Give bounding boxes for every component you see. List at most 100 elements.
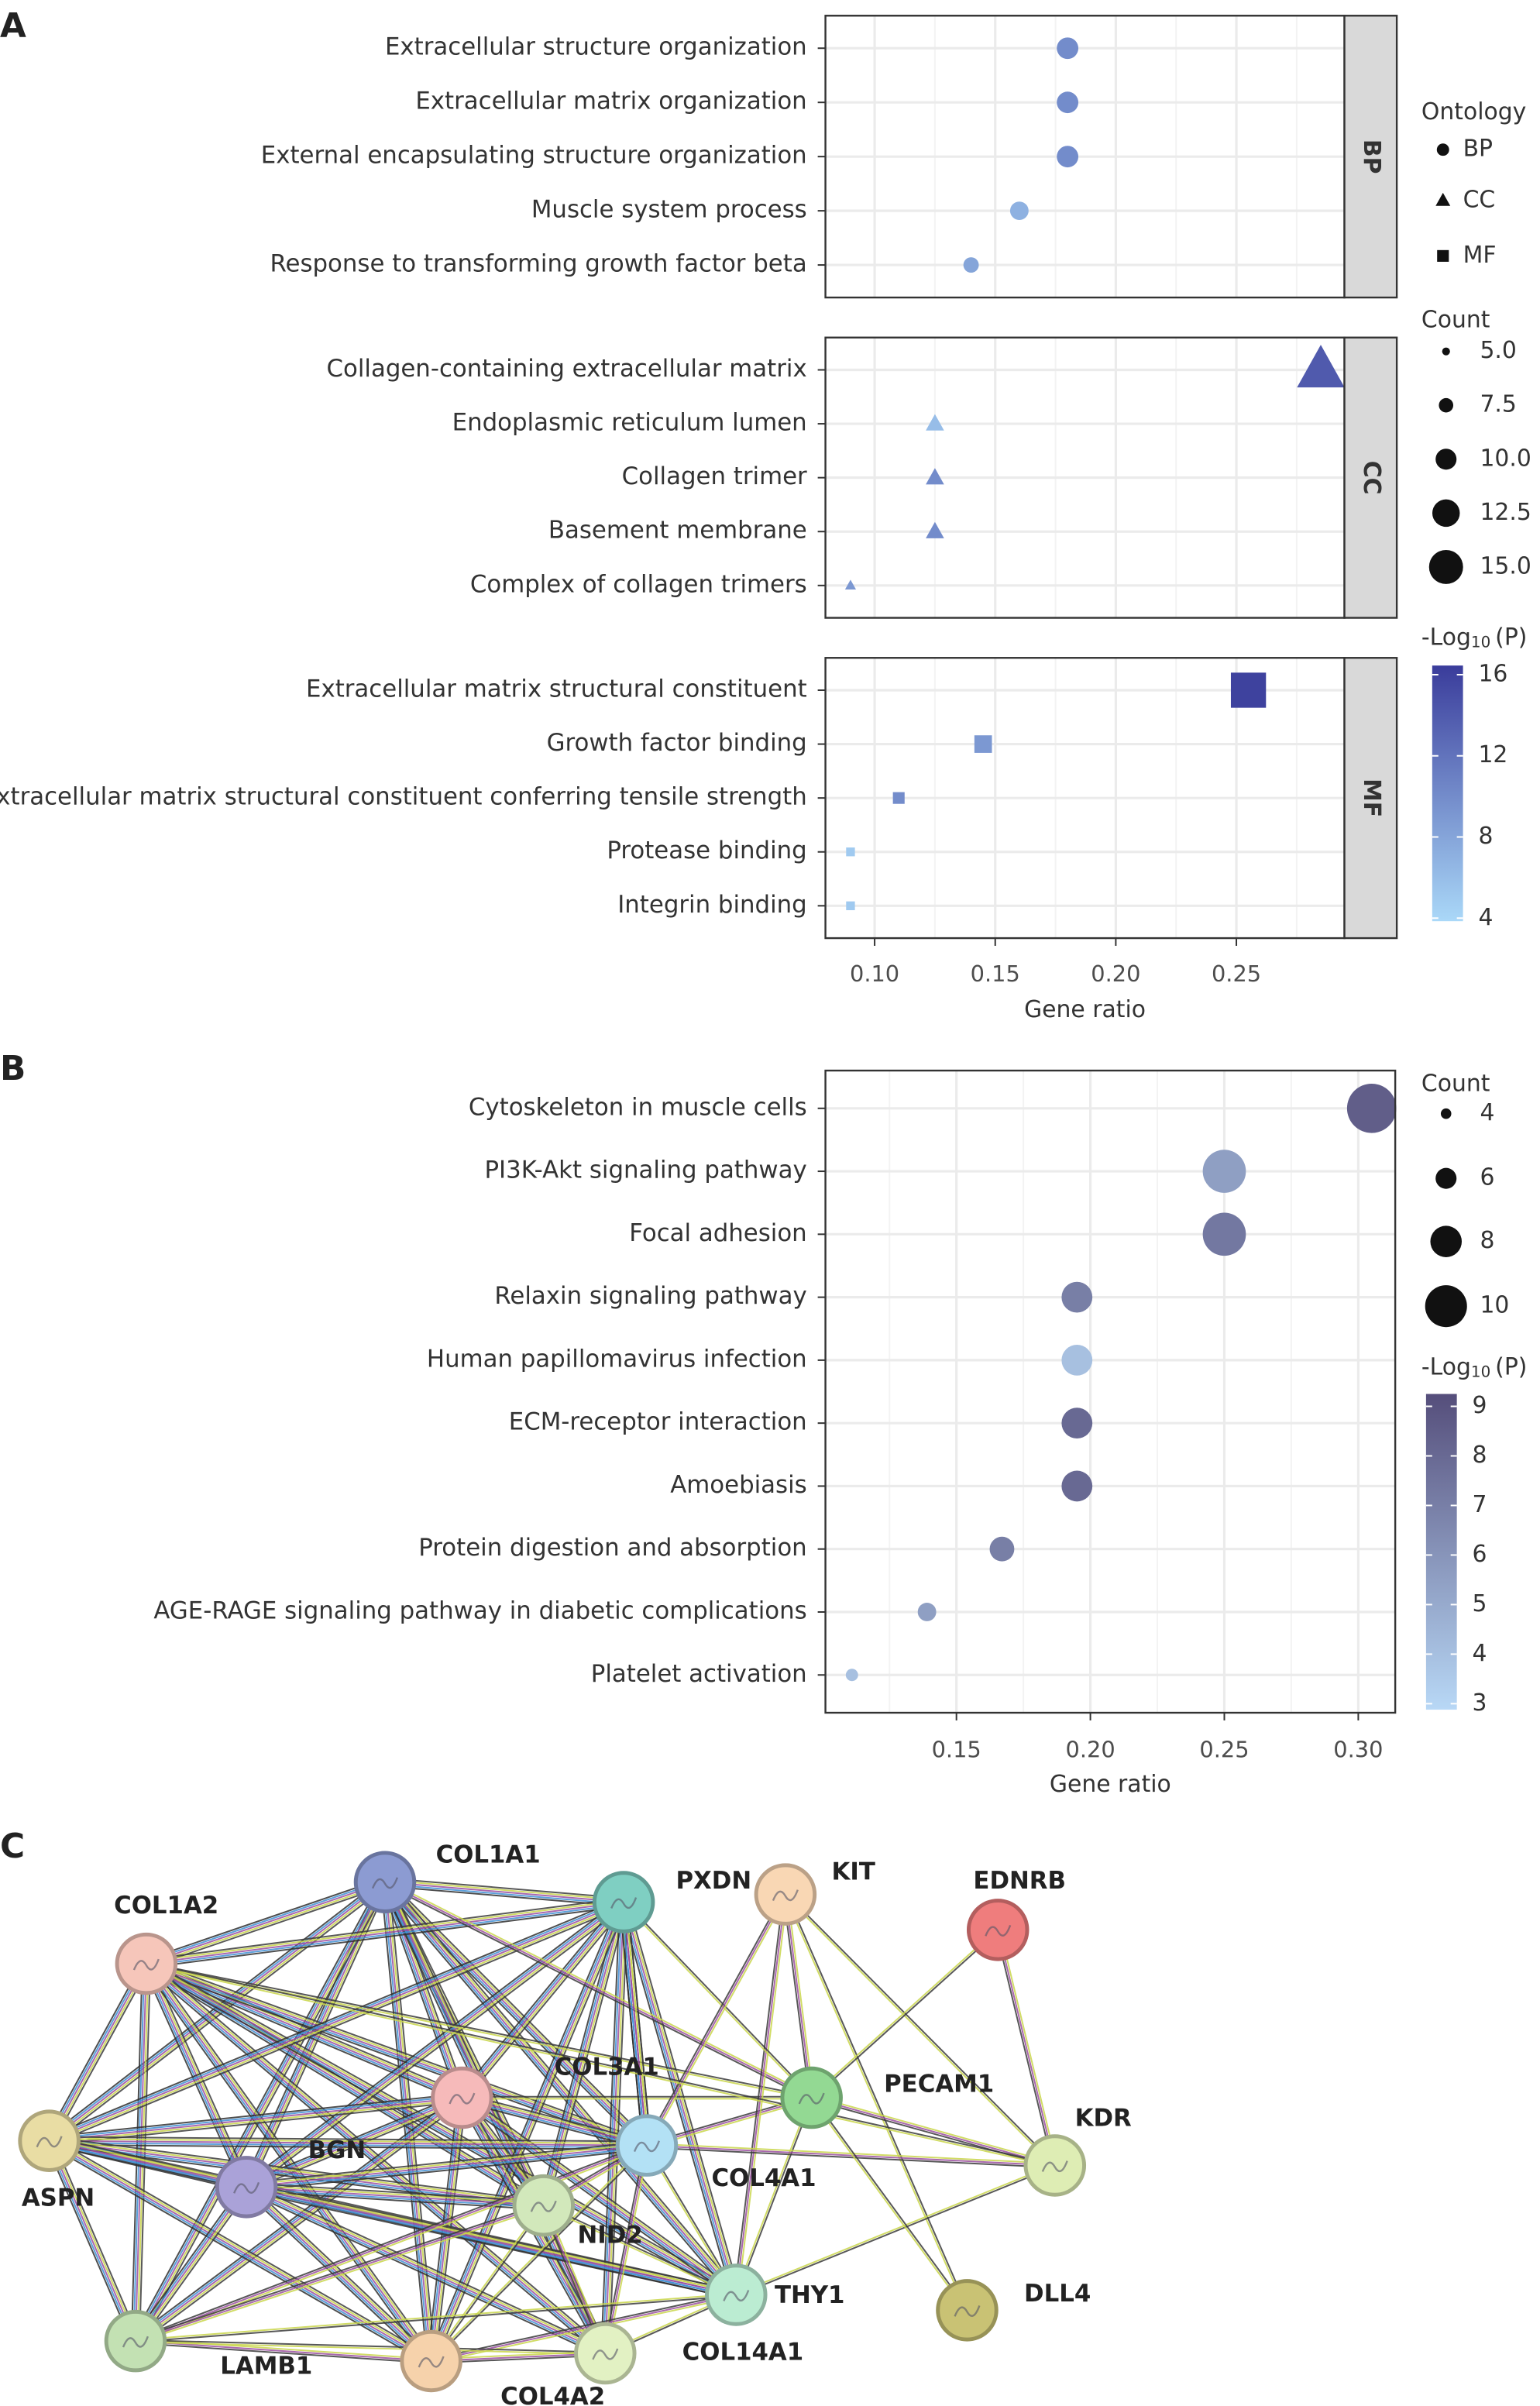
- network-edge: [135, 2144, 648, 2342]
- node-label: PXDN: [675, 1867, 751, 1895]
- network-edge: [47, 2142, 431, 2364]
- network-edge: [387, 1879, 548, 2205]
- network-edge: [146, 1964, 1055, 2167]
- legend-symbol: [1437, 249, 1449, 262]
- network-edge: [49, 2138, 647, 2145]
- network-edge: [146, 1897, 624, 1961]
- node-label: EDNRB: [973, 1867, 1066, 1895]
- network-edge: [461, 2097, 737, 2296]
- node-label: KIT: [832, 1858, 875, 1885]
- network-edge: [135, 2340, 431, 2362]
- node-icon: [418, 2356, 445, 2368]
- legend-label: 6: [1480, 1164, 1494, 1191]
- network-edge: [737, 1894, 789, 2295]
- network-edge: [381, 1884, 734, 2298]
- network-edge: [784, 1894, 1055, 2167]
- network-edge: [44, 2142, 133, 2343]
- data-point: [1061, 1345, 1093, 1376]
- node-icon: [633, 2140, 660, 2153]
- node-icon: [233, 2181, 260, 2194]
- network-edge: [143, 1966, 542, 2210]
- network-edge: [785, 1893, 969, 2311]
- network-edge: [135, 1882, 386, 2342]
- network-edge: [460, 2098, 736, 2298]
- color-bar-label: 5: [1473, 1590, 1487, 1617]
- network-edge: [246, 2144, 648, 2188]
- facet-strip: [1343, 336, 1398, 619]
- network-edge: [733, 1894, 785, 2295]
- x-tick-label: 0.25: [1212, 961, 1261, 987]
- network-edge: [810, 2098, 968, 2311]
- node-icon: [36, 2136, 63, 2148]
- network-edge: [133, 2095, 462, 2340]
- plot-border: [824, 1069, 1397, 1714]
- network-edge: [49, 2140, 647, 2146]
- network-edge: [134, 2143, 647, 2340]
- network-edge: [245, 2188, 605, 2356]
- node-icon: [122, 2336, 149, 2348]
- y-tick-label: Human papillomavirus infection: [427, 1345, 807, 1373]
- network-edge: [135, 2205, 545, 2342]
- network-edge: [135, 2342, 431, 2364]
- data-point: [1202, 1212, 1246, 1256]
- panel-label: C: [0, 1827, 25, 1866]
- network-edge: [48, 2092, 462, 2138]
- network-edge: [648, 1895, 789, 2147]
- node-label: ASPN: [22, 2184, 95, 2212]
- network-edge: [49, 2098, 462, 2144]
- network-edge: [146, 1963, 432, 2362]
- legend-label: 12.5: [1480, 499, 1531, 526]
- y-tick-label: Basement membrane: [548, 517, 807, 545]
- network-edge: [623, 1902, 648, 2146]
- network-edge: [736, 2098, 813, 2296]
- y-tick-label: Growth factor binding: [547, 729, 807, 757]
- network-edge: [734, 2097, 812, 2295]
- node-icon: [610, 1897, 638, 1909]
- legend-title-part: 10: [1471, 1363, 1490, 1380]
- network-edge: [543, 2204, 737, 2295]
- network-edge: [135, 2097, 462, 2342]
- y-tick-label: External encapsulating structure organiz…: [261, 142, 807, 170]
- network-edge: [602, 2144, 646, 2353]
- data-point: [1230, 672, 1267, 708]
- legend-title-part: (P): [1495, 1353, 1527, 1380]
- data-point: [926, 414, 944, 431]
- network-edge: [384, 1881, 813, 2098]
- node-icon: [1041, 2160, 1068, 2173]
- network-edge: [245, 2190, 736, 2300]
- network-edge: [646, 2146, 1055, 2169]
- network-edge: [48, 1899, 624, 2140]
- network-edge: [246, 2184, 607, 2353]
- network-edge: [782, 1894, 811, 2098]
- y-tick-label: Cytoskeleton in muscle cells: [469, 1093, 807, 1121]
- network-edge: [383, 1883, 811, 2101]
- color-bar-label: 9: [1473, 1392, 1487, 1419]
- legend-title: -Log10 (P): [1421, 1353, 1528, 1380]
- data-point: [1297, 345, 1345, 388]
- network-edge: [49, 2138, 545, 2205]
- network-edge: [736, 2165, 1056, 2297]
- network-edge: [542, 2205, 737, 2297]
- network-edge: [784, 1894, 813, 2098]
- network-edge: [459, 1900, 623, 2098]
- color-bar-label: 8: [1473, 1442, 1487, 1469]
- y-tick-label: Amoebiasis: [670, 1471, 806, 1499]
- color-bar-label: 4: [1473, 1640, 1487, 1667]
- network-edge: [146, 1901, 624, 1965]
- network-edge: [143, 1966, 735, 2299]
- network-edge: [464, 1904, 627, 2101]
- network-edge: [624, 1902, 650, 2146]
- color-bar-label: 6: [1473, 1541, 1487, 1568]
- node-label: COL14A1: [682, 2339, 804, 2366]
- network-edge: [246, 2188, 736, 2298]
- node-icon: [371, 1877, 399, 1889]
- network-edge: [619, 1902, 644, 2146]
- network-edge: [246, 2182, 737, 2292]
- legend-size-symbol: [1430, 1225, 1463, 1257]
- network-edge: [49, 2143, 647, 2150]
- panel-label: B: [0, 1049, 26, 1088]
- node-icon: [798, 2092, 825, 2105]
- network-edge: [246, 2097, 462, 2188]
- legend-label: MF: [1463, 242, 1497, 269]
- node-label: COL4A1: [711, 2164, 816, 2192]
